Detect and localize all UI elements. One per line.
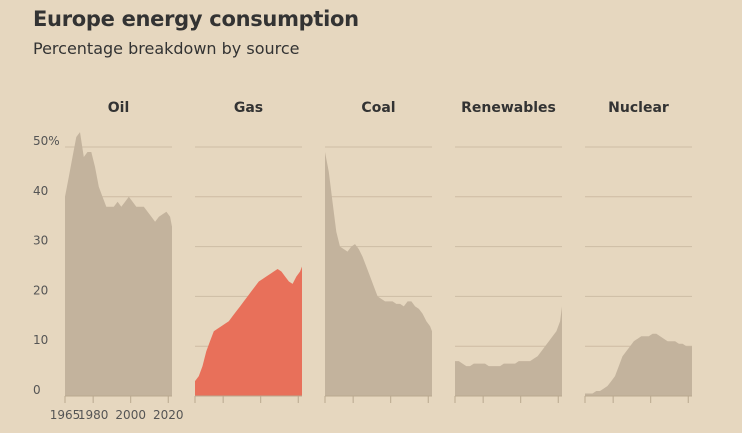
x-tick-label: 2020 — [153, 408, 184, 422]
panel-title-gas: Gas — [234, 100, 263, 116]
panel-title-oil: Oil — [108, 100, 130, 116]
y-tick-label: 40 — [33, 184, 48, 198]
panel-title-coal: Coal — [361, 100, 395, 116]
panel-title-nuclear: Nuclear — [608, 100, 669, 116]
y-tick-label: 50% — [33, 134, 60, 148]
x-tick-label: 2000 — [115, 408, 146, 422]
y-tick-label: 20 — [33, 283, 48, 297]
area-renewables — [455, 306, 562, 396]
y-tick-label: 0 — [33, 383, 41, 397]
chart-subtitle: Percentage breakdown by source — [33, 39, 300, 58]
area-coal — [325, 152, 432, 396]
chart-title: Europe energy consumption — [33, 7, 359, 31]
panel-title-renewables: Renewables — [461, 100, 556, 116]
area-oil — [65, 132, 172, 396]
y-tick-label: 10 — [33, 333, 48, 347]
x-tick-label: 1980 — [78, 408, 109, 422]
area-nuclear — [585, 333, 692, 396]
x-tick-label: 1965 — [50, 408, 81, 422]
y-tick-label: 30 — [33, 234, 48, 248]
area-gas — [195, 266, 302, 396]
